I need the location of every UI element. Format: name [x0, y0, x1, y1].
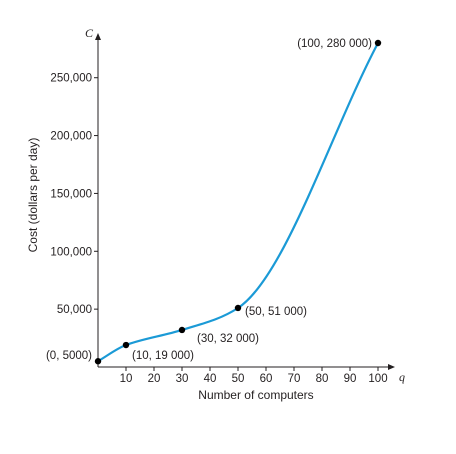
x-axis-arrow	[388, 364, 395, 370]
y-axis-label: Cost (dollars per day)	[26, 138, 40, 253]
x-tick-label: 80	[316, 373, 329, 385]
y-axis-arrow	[95, 33, 101, 40]
data-point-label: (30, 32 000)	[197, 333, 259, 345]
points-layer: (0, 5000) (10, 19 000)(30, 32 000) (50, 51…	[46, 38, 382, 365]
y-tick-label: 100,000	[50, 246, 92, 258]
data-point	[234, 304, 242, 312]
data-point	[178, 326, 186, 334]
y-tick-label: 200,000	[50, 131, 92, 143]
y-tick-label: 250,000	[50, 73, 92, 85]
axes: 10 20 30 40 50 60 70 80 90 100 50,000 100,000 150,00…	[50, 33, 395, 385]
curve-layer	[96, 41, 380, 363]
x-tick-label: 20	[148, 373, 161, 385]
x-tick-label: 40	[204, 373, 217, 385]
y-axis-variable: C	[85, 26, 94, 40]
y-tick-label: 150,000	[50, 188, 92, 200]
data-point-label: (10, 19 000)	[132, 350, 194, 362]
x-tick-label: 50	[232, 373, 245, 385]
y-tick-label: 50,000	[57, 304, 92, 316]
x-tick-label: 30	[176, 373, 189, 385]
data-point	[374, 39, 382, 47]
x-axis-label: Number of computers	[198, 388, 313, 402]
x-tick-label: 60	[260, 373, 273, 385]
x-axis-variable: q	[399, 370, 405, 384]
x-tick-label: 70	[288, 373, 301, 385]
data-point	[94, 358, 102, 365]
data-point-label: (50, 51 000)	[245, 306, 307, 318]
x-tick-label: 10	[120, 373, 133, 385]
data-point-label: (0, 5000)	[46, 350, 92, 362]
cost-curve	[96, 41, 380, 363]
data-point	[122, 341, 130, 349]
data-point-label: (100, 280 000)	[297, 38, 372, 50]
x-tick-label: 100	[368, 373, 387, 385]
x-tick-label: 90	[344, 373, 357, 385]
